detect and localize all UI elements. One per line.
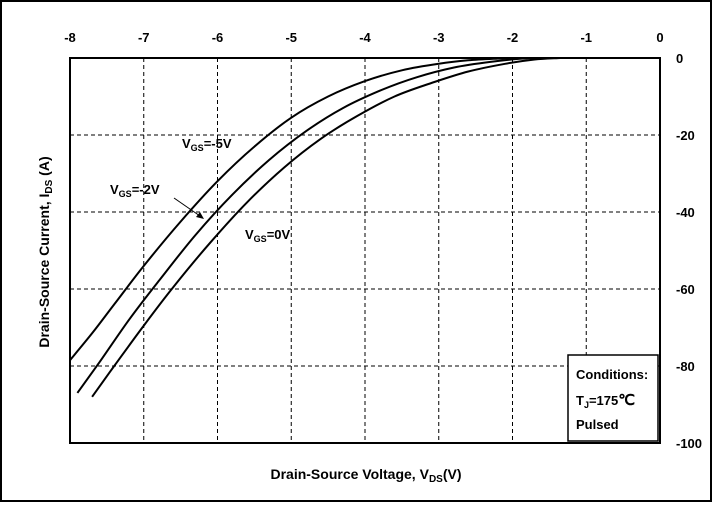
x-tick-label: 0 <box>656 30 663 45</box>
x-tick-label: -7 <box>138 30 150 45</box>
y-tick-label: -20 <box>676 128 695 143</box>
x-tick-label: -1 <box>580 30 592 45</box>
y-tick-label: -60 <box>676 282 695 297</box>
y-tick-label: -100 <box>676 436 702 451</box>
x-tick-label: -4 <box>359 30 371 45</box>
y-axis-title-sub: DS <box>44 179 55 193</box>
y-tick-label: 0 <box>676 51 683 66</box>
series-label-tail: =0V <box>267 227 291 242</box>
x-tick-label: -5 <box>285 30 297 45</box>
series-label-tail: =-5V <box>204 136 232 151</box>
y-tick-label: -80 <box>676 359 695 374</box>
series-line-1 <box>76 57 543 394</box>
conditions-box: Conditions: TJ=175℃ Pulsed <box>567 354 659 442</box>
conditions-box-border <box>567 354 659 442</box>
y-axis-title: Drain-Source Current, IDS (A) <box>36 156 55 347</box>
x-tick-label: -8 <box>64 30 76 45</box>
series-label-sub: GS <box>254 234 267 244</box>
conditions-tj-value: =175 <box>589 393 618 408</box>
conditions-mode: Pulsed <box>576 417 619 432</box>
conditions-title: Conditions: <box>576 367 648 382</box>
annotation-arrow-line <box>173 197 201 217</box>
series-line-0 <box>69 57 520 361</box>
grid-lines <box>70 58 660 443</box>
x-tick-label: -6 <box>212 30 224 45</box>
series-label-sub: GS <box>191 143 204 153</box>
series-label-vgs-2v: VGS=-2V <box>110 182 160 199</box>
conditions-tj-main: T <box>576 393 584 408</box>
y-axis-title-main: Drain-Source Current, I <box>36 194 52 348</box>
x-tick-labels: -8 -7 -6 -5 -4 -3 -2 -1 0 <box>64 30 663 45</box>
series-label-main: V <box>110 182 119 197</box>
plot-area-border <box>69 57 661 444</box>
conditions-tj-sub: J <box>584 400 589 410</box>
y-tick-labels: 0 -20 -40 -60 -80 -100 <box>676 51 702 451</box>
series-label-tail: =-2V <box>132 182 160 197</box>
x-tick-label: -3 <box>433 30 445 45</box>
series-label-vgs-5v: VGS=-5V <box>182 136 232 153</box>
annotation-arrow-head <box>196 212 204 219</box>
y-axis-title-tail: (A) <box>36 156 52 179</box>
conditions-tj-unit: ℃ <box>618 392 635 409</box>
series-label-sub: GS <box>119 189 132 199</box>
x-axis-title: Drain-Source Voltage, VDS(V) <box>270 466 461 485</box>
x-tick-label: -2 <box>507 30 519 45</box>
series-label-main: V <box>245 227 254 242</box>
series-label-main: V <box>182 136 191 151</box>
x-axis-title-main: Drain-Source Voltage, V <box>270 466 429 482</box>
curves <box>69 57 561 398</box>
conditions-tj: TJ=175℃ <box>576 392 635 410</box>
x-axis-title-tail: (V) <box>443 466 462 482</box>
series-line-2 <box>91 57 561 398</box>
x-axis-title-sub: DS <box>429 474 443 485</box>
y-tick-label: -40 <box>676 205 695 220</box>
series-label-vgs-0v: VGS=0V <box>245 227 291 244</box>
